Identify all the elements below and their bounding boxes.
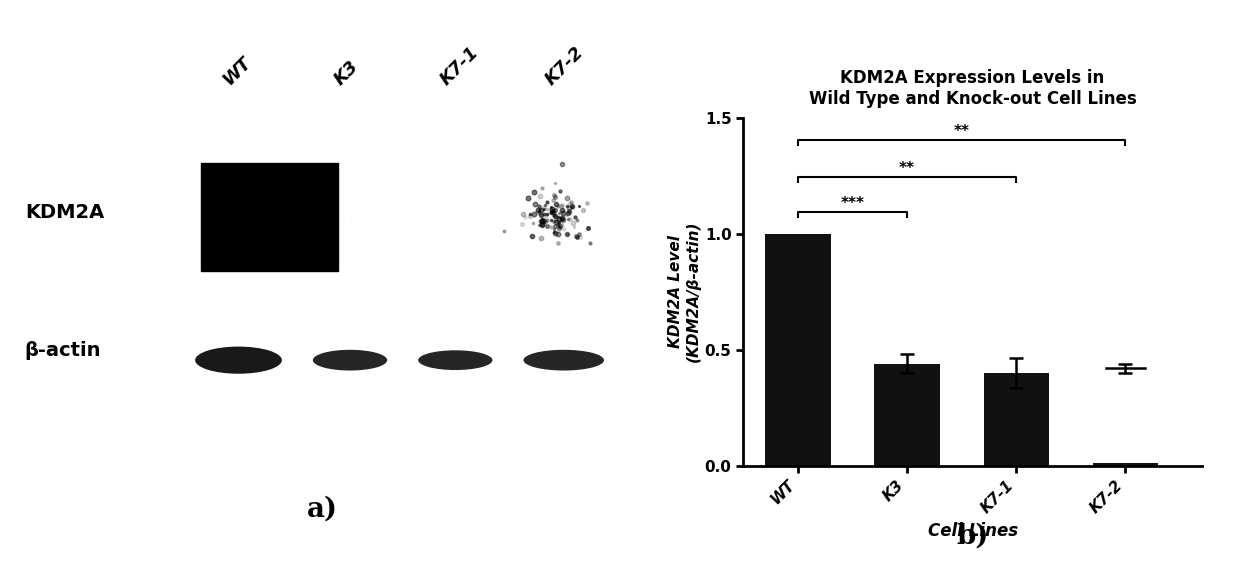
Text: WT: WT xyxy=(219,53,255,89)
X-axis label: Cell Lines: Cell Lines xyxy=(928,522,1017,540)
Text: b): b) xyxy=(957,523,989,550)
Text: **: ** xyxy=(900,161,916,176)
Bar xyxy=(875,364,940,466)
Text: KDM2A: KDM2A xyxy=(25,203,104,222)
Y-axis label: KDM2A Level
(KDM2A/β-actin): KDM2A Level (KDM2A/β-actin) xyxy=(668,221,700,362)
Text: **: ** xyxy=(954,123,970,139)
Text: K3: K3 xyxy=(331,57,363,89)
Bar xyxy=(766,234,830,466)
Ellipse shape xyxy=(523,350,603,370)
Text: K7-2: K7-2 xyxy=(541,43,587,89)
Text: β-actin: β-actin xyxy=(25,341,102,360)
Text: .: . xyxy=(348,213,352,222)
FancyBboxPatch shape xyxy=(201,163,337,272)
Ellipse shape xyxy=(312,350,387,370)
Bar xyxy=(984,373,1049,466)
Text: K7-1: K7-1 xyxy=(436,43,482,89)
Ellipse shape xyxy=(418,350,492,370)
Ellipse shape xyxy=(195,347,281,374)
Bar xyxy=(1093,463,1158,466)
Text: ***: *** xyxy=(840,196,865,210)
Title: KDM2A Expression Levels in
Wild Type and Knock-out Cell Lines: KDM2A Expression Levels in Wild Type and… xyxy=(809,69,1136,108)
Text: a): a) xyxy=(306,496,338,523)
